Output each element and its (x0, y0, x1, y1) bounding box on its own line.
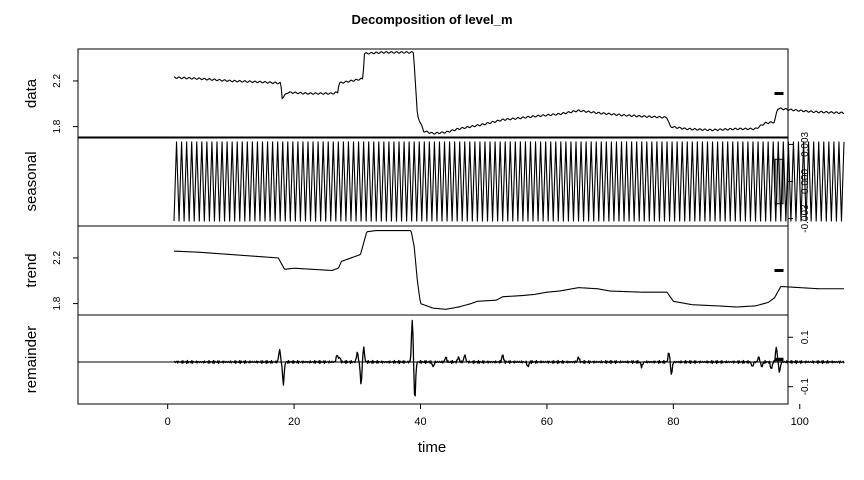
series-line-seasonal (173, 141, 845, 222)
x-tick-label: 80 (667, 416, 679, 428)
scale-bar-trend (774, 269, 784, 272)
y-tick-label-data: 2.2 (52, 74, 63, 88)
panels-layer: data1.82.2seasonal-0.0030.0000.003trend1… (23, 48, 845, 405)
panel-label-seasonal: seasonal (23, 151, 40, 211)
scale-bar-remainder (774, 357, 784, 362)
y-tick-label-trend: 1.8 (52, 296, 63, 310)
panel-label-remainder: remainder (23, 326, 40, 394)
series-line-trend (173, 230, 844, 310)
y-tick-label-seasonal: 0.003 (800, 131, 811, 156)
x-tick-label: 20 (288, 416, 300, 428)
panel-data: data 1.8 2.2 (23, 48, 845, 139)
panel-label-trend: trend (23, 253, 40, 287)
y-tick-label-trend: 2.2 (52, 251, 63, 265)
x-tick-label: 60 (541, 416, 553, 428)
y-tick-label-remainder: -0.1 (800, 378, 811, 396)
x-tick-label: 0 (165, 416, 171, 428)
y-tick-label-remainder: 0.1 (800, 330, 811, 344)
scale-bar-data (774, 92, 784, 95)
chart-title: Decomposition of level_m (351, 12, 512, 27)
x-axis-title: time (418, 439, 446, 456)
panel-trend: trend 1.8 2.2 (23, 225, 844, 316)
y-tick-label-seasonal: 0.000 (800, 169, 811, 194)
panel-frame-remainder (77, 314, 789, 405)
x-axis: 0 20 40 60 80 100 (165, 404, 809, 428)
series-line-remainder (173, 319, 845, 397)
panel-frame-data (77, 48, 789, 139)
panel-remainder: remainder -0.1 0.1 (23, 314, 845, 405)
y-tick-label-data: 1.8 (52, 119, 63, 133)
x-tick-label: 40 (414, 416, 426, 428)
series-line-data (173, 51, 845, 135)
x-tick-label: 100 (791, 416, 809, 428)
panel-label-data: data (23, 78, 40, 108)
